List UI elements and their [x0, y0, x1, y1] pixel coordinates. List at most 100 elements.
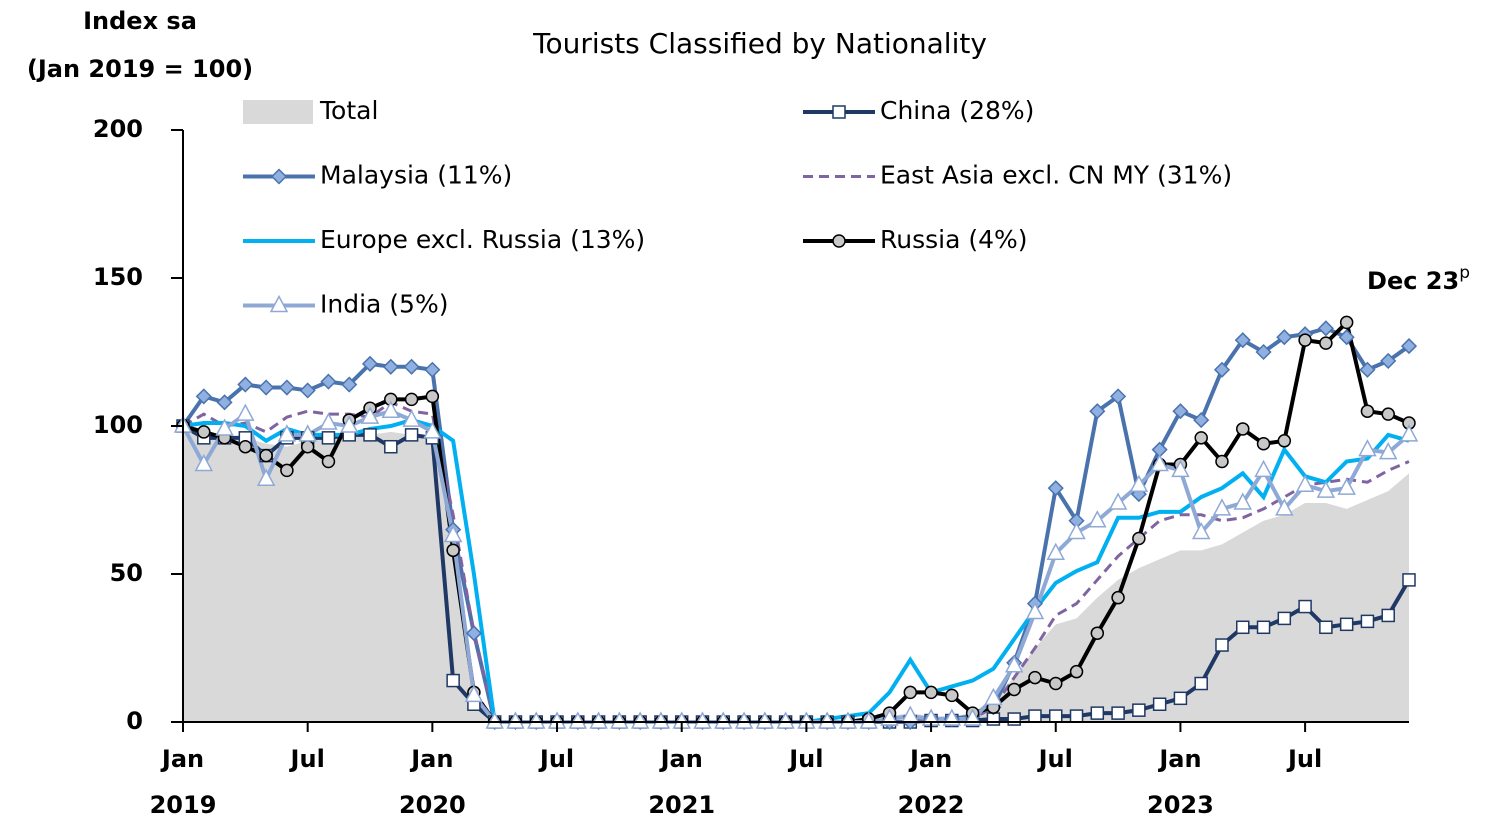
legend-marker [270, 168, 288, 185]
marker [446, 673, 460, 688]
marker [1298, 333, 1312, 347]
marker [404, 428, 419, 442]
marker [197, 425, 211, 439]
marker [1173, 691, 1188, 706]
marker [384, 439, 398, 454]
marker [382, 358, 399, 375]
marker [776, 711, 795, 729]
marker [299, 382, 316, 399]
x-year-label: 2020 [399, 791, 466, 819]
marker [630, 711, 650, 729]
marker [1298, 599, 1312, 614]
marker [984, 687, 1003, 706]
marker [1233, 492, 1253, 510]
marker [321, 431, 336, 445]
legend-swatch [243, 100, 313, 124]
marker [1317, 320, 1334, 337]
marker [838, 711, 858, 729]
marker [1277, 434, 1292, 448]
marker [464, 684, 484, 703]
marker [1236, 620, 1250, 635]
marker [446, 543, 460, 558]
y-tick-label: 200 [93, 115, 143, 143]
marker [1194, 676, 1208, 691]
marker [194, 453, 214, 472]
marker [402, 409, 421, 427]
x-tick-label: Jul [1286, 745, 1322, 773]
marker [1193, 412, 1210, 429]
marker [259, 448, 273, 463]
marker [443, 524, 463, 543]
marker [258, 379, 275, 396]
annotation-sup: p [1459, 263, 1470, 283]
marker [817, 711, 837, 729]
marker [216, 394, 233, 411]
marker [1028, 670, 1042, 685]
marker [363, 428, 377, 442]
area [183, 426, 1409, 722]
marker [568, 711, 588, 729]
marker [298, 424, 317, 442]
marker [1048, 676, 1063, 691]
marker [1277, 611, 1292, 626]
marker [1132, 531, 1146, 546]
legend-label: Europe excl. Russia (13%) [320, 225, 645, 254]
marker [734, 711, 754, 729]
marker [300, 439, 315, 454]
marker [1108, 492, 1128, 510]
marker [1276, 329, 1293, 346]
legend-label: China (28%) [880, 96, 1034, 125]
x-year-label: 2023 [1147, 791, 1214, 819]
legend-marker [269, 294, 289, 313]
marker [1089, 403, 1106, 420]
marker [651, 711, 671, 729]
marker [425, 389, 440, 404]
y-tick-label: 0 [126, 707, 143, 735]
legend-label: Russia (4%) [880, 225, 1028, 254]
marker [1215, 638, 1229, 652]
x-year-label: 2019 [150, 791, 217, 819]
marker [1069, 664, 1084, 679]
marker [1399, 424, 1419, 442]
marker [1067, 521, 1086, 540]
marker [1254, 459, 1273, 478]
x-tick-label: Jan [1157, 745, 1201, 773]
legend-marker [832, 234, 846, 248]
marker [277, 424, 297, 442]
marker [1275, 498, 1294, 516]
y-tick-label: 150 [93, 263, 143, 291]
marker [423, 421, 442, 439]
marker [1191, 521, 1211, 540]
marker [1256, 620, 1271, 635]
marker [1360, 614, 1375, 629]
legend-label: Malaysia (11%) [320, 161, 512, 190]
marker [755, 711, 775, 729]
marker [1171, 459, 1190, 478]
x-year-label: 2021 [648, 791, 715, 819]
marker [1025, 601, 1045, 620]
marker [1256, 437, 1271, 451]
marker [1090, 706, 1105, 720]
marker [238, 439, 253, 454]
marker [1380, 352, 1397, 369]
x-tick-label: Jul [787, 745, 823, 773]
marker [610, 711, 629, 729]
marker [1358, 439, 1377, 457]
marker [945, 688, 959, 703]
marker [1111, 706, 1125, 720]
marker [1319, 336, 1333, 350]
x-tick-label: Jan [409, 745, 453, 773]
marker [1236, 422, 1250, 436]
marker [1110, 388, 1127, 405]
marker [278, 379, 295, 396]
marker [424, 361, 441, 378]
marker [215, 418, 234, 436]
marker [485, 711, 504, 729]
marker [1046, 542, 1065, 561]
marker [1378, 442, 1398, 460]
marker [1234, 332, 1251, 349]
legend-label: East Asia excl. CN MY (31%) [880, 161, 1232, 190]
marker [237, 376, 254, 393]
marker [506, 711, 525, 729]
marker [361, 355, 379, 372]
